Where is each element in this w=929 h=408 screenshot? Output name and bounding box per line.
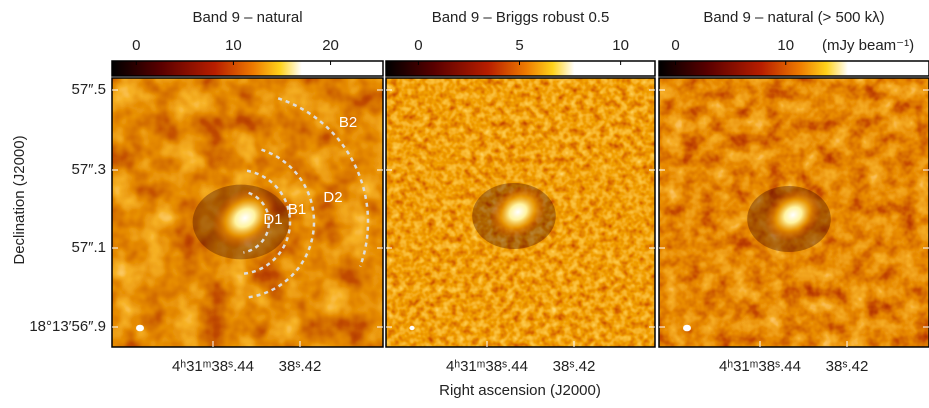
colorbar-unit: (mJy beam⁻¹) [822, 37, 914, 54]
source [764, 188, 822, 242]
beam [409, 325, 415, 331]
x-tick-label: 38ˢ.42 [279, 358, 322, 375]
x-tick-label: 4ʰ31ᵐ38ˢ.44 [446, 358, 528, 375]
colorbar-tick-label: 20 [322, 37, 339, 54]
colorbar [111, 60, 384, 77]
colorbar-tick-label: 10 [225, 37, 242, 54]
annotation: B1 [288, 201, 306, 218]
y-tick-label: 57″.3 [71, 161, 106, 178]
x-tick-label: 4ʰ31ᵐ38ˢ.44 [719, 358, 801, 375]
colorbar [658, 60, 929, 77]
y-axis-label: Declination (J2000) [11, 135, 28, 264]
x-tick-label: 38ˢ.42 [553, 358, 596, 375]
colorbar-tick-label: 0 [671, 37, 679, 54]
annotation: D1 [263, 211, 282, 228]
annotation: B2 [339, 114, 357, 131]
image-frame [385, 77, 656, 348]
annotation: D2 [323, 189, 342, 206]
colorbar-tick-label: 10 [777, 37, 794, 54]
x-tick-label: 38ˢ.42 [826, 358, 869, 375]
source [489, 185, 547, 239]
colorbar-tick-label: 10 [612, 37, 629, 54]
colorbar-tick-label: 5 [515, 37, 523, 54]
colorbar-tick-label: 0 [132, 37, 140, 54]
x-axis-label: Right ascension (J2000) [439, 382, 601, 399]
colorbar [385, 60, 656, 77]
panel-title: Band 9 – natural (> 500 kλ) [703, 9, 884, 26]
panel-title: Band 9 – Briggs robust 0.5 [432, 9, 610, 26]
y-tick-label: 57″.1 [71, 239, 106, 256]
image-frame [111, 77, 384, 348]
y-tick-label: 18°13′56″.9 [29, 318, 106, 335]
beam [683, 324, 691, 332]
beam [136, 324, 144, 332]
y-tick-label: 57″.5 [71, 81, 106, 98]
ring-arc [245, 148, 316, 299]
panel-title: Band 9 – natural [192, 9, 302, 26]
colorbar-tick-label: 0 [414, 37, 422, 54]
ring-arc [277, 97, 370, 267]
x-tick-label: 4ʰ31ᵐ38ˢ.44 [172, 358, 254, 375]
image-frame [658, 77, 929, 348]
ring-arc [242, 169, 292, 276]
ring-arc [243, 191, 271, 254]
